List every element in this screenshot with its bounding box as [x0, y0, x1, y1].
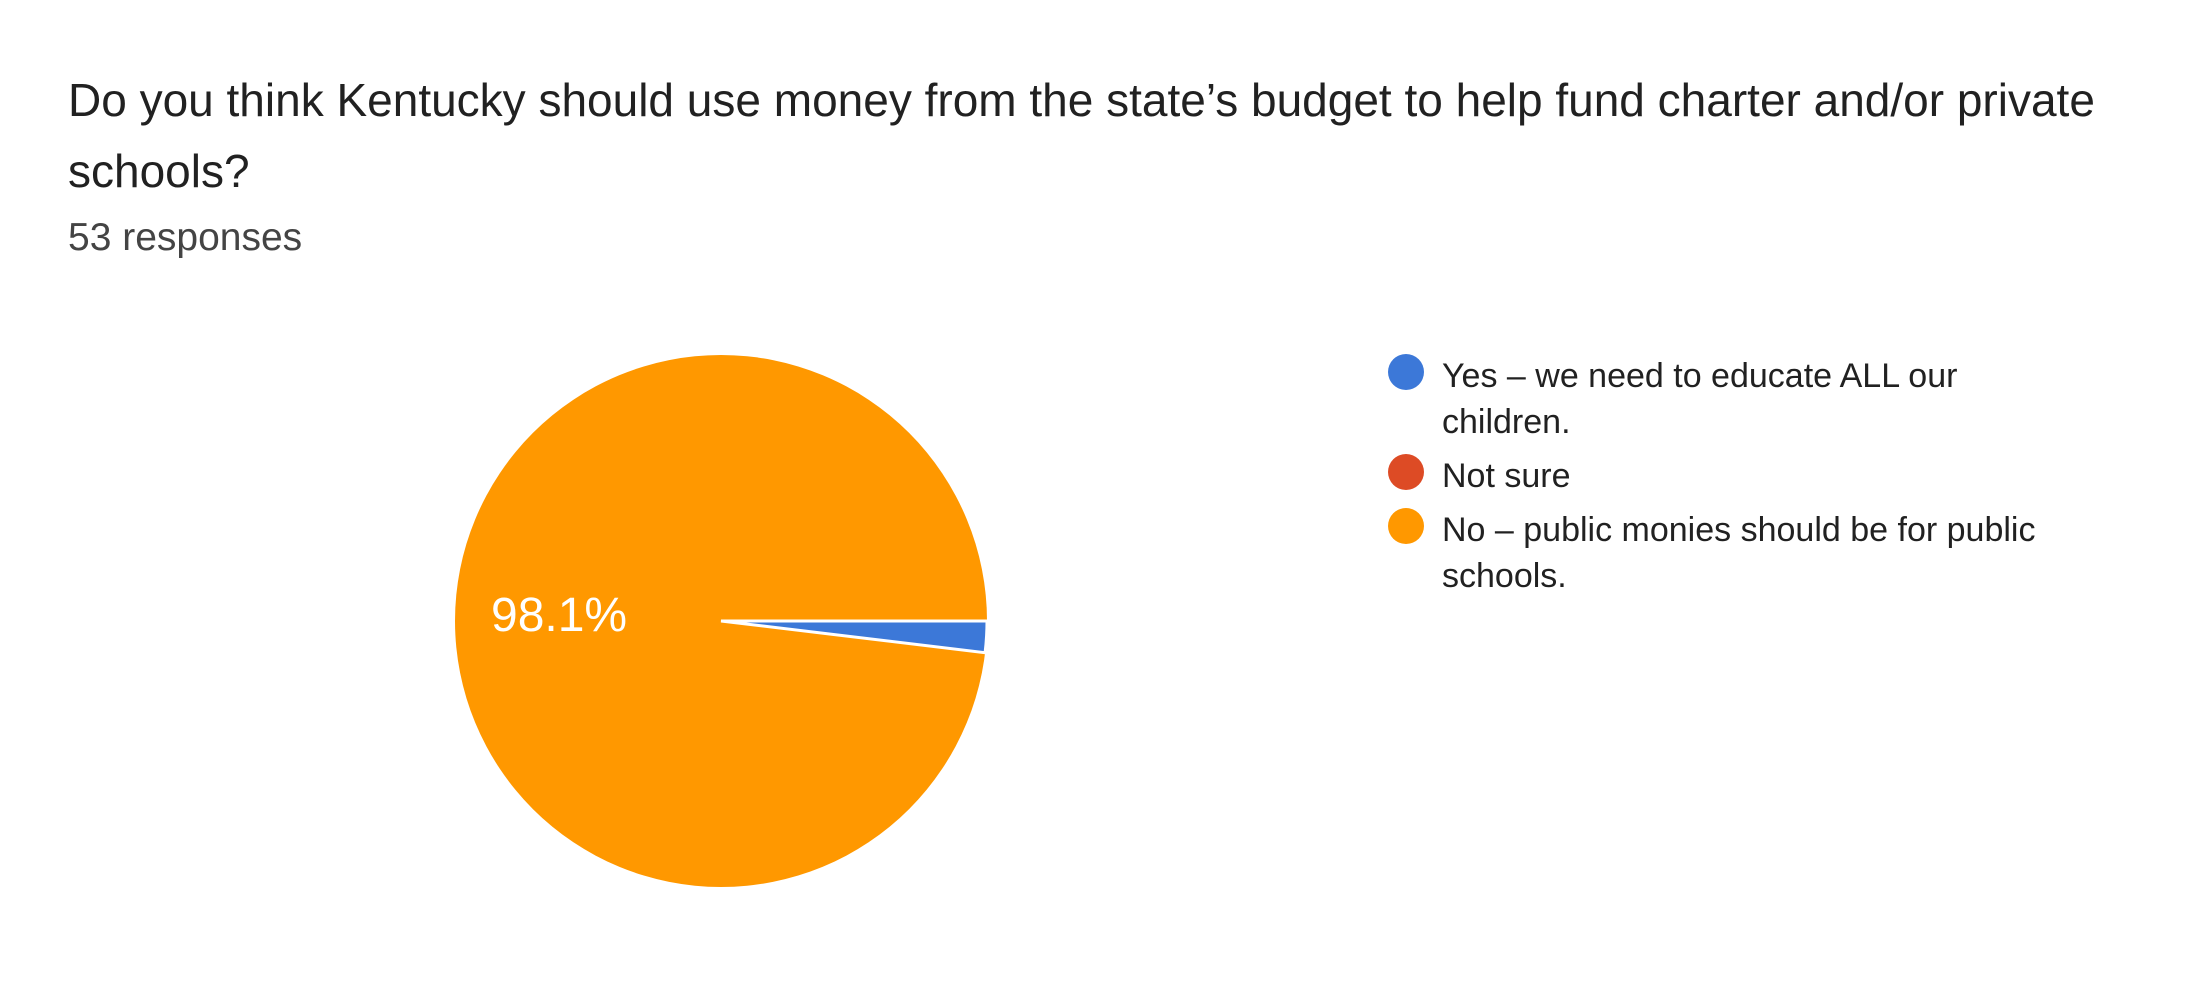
svg-text:98.1%: 98.1% — [491, 589, 627, 642]
